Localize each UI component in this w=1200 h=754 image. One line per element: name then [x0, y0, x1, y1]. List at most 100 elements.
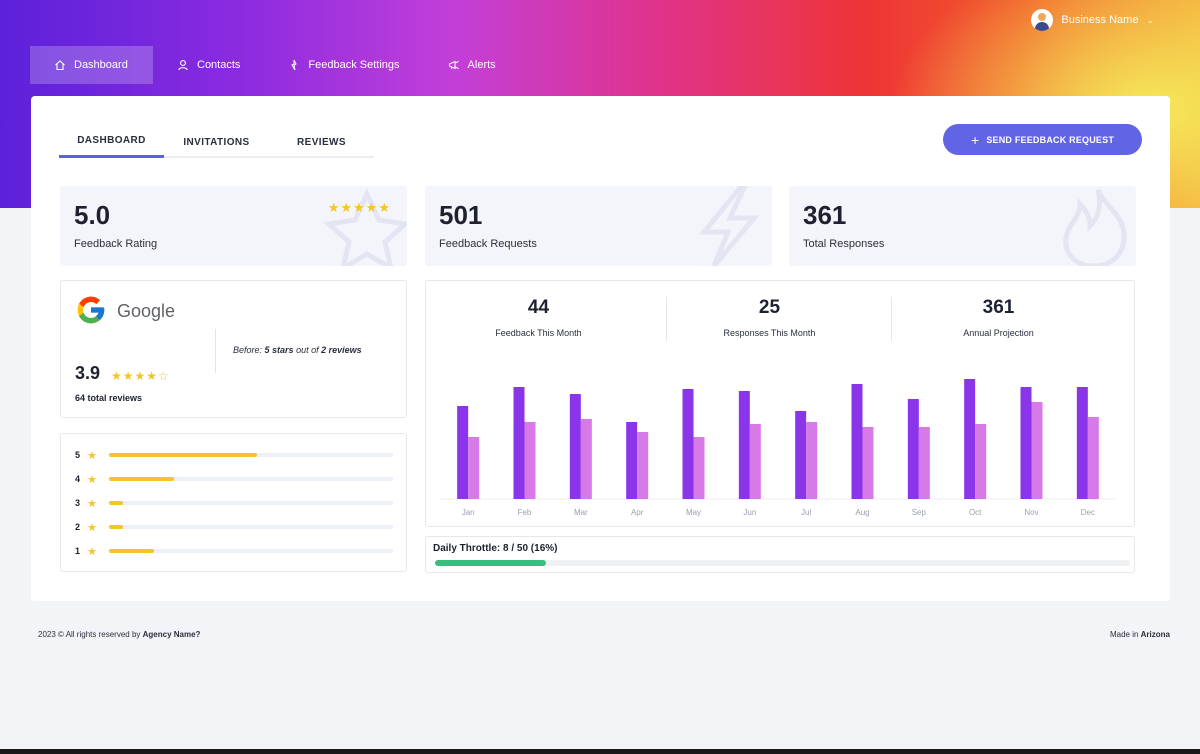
bar-jul-series-2[interactable]	[806, 422, 818, 499]
feedback-requests-value: 501	[439, 200, 483, 230]
bar-jan-series-1[interactable]	[457, 406, 469, 499]
google-reviews-card: Google Before: 5 stars out of 2 reviews …	[60, 280, 407, 418]
star-level: 2	[75, 522, 81, 532]
kpi-label: Responses This Month	[723, 328, 816, 338]
daily-throttle-label: Daily Throttle: 8 / 50 (16%)	[433, 543, 558, 554]
daily-throttle: Daily Throttle: 8 / 50 (16%)	[425, 536, 1135, 573]
send-feedback-request-button[interactable]: + SEND FEEDBACK REQUEST	[943, 124, 1142, 155]
distribution-fill	[109, 549, 155, 553]
footer-copyright: 2023 © All rights reserved by Agency Nam…	[38, 630, 201, 639]
chevron-down-icon: ⌄	[1146, 14, 1154, 25]
tab-dashboard[interactable]: DASHBOARD	[59, 126, 164, 158]
stat-feedback-rating: 5.0 Feedback Rating ★★★★★	[60, 186, 407, 266]
bar-aug-series-2[interactable]	[862, 427, 874, 499]
total-responses-label: Total Responses	[803, 238, 885, 250]
distribution-fill	[109, 477, 175, 481]
nav-item-feedback-settings[interactable]: Feedback Settings	[264, 46, 423, 84]
feedback-rating-value: 5.0	[74, 200, 111, 230]
bar-apr-series-2[interactable]	[637, 432, 649, 499]
bar-mar-series-1[interactable]	[569, 394, 581, 499]
bar-feb-series-1[interactable]	[513, 387, 525, 499]
nav-item-contacts[interactable]: Contacts	[153, 46, 264, 84]
bar-jun-series-2[interactable]	[749, 424, 761, 499]
stat-total-responses: 361 Total Responses	[789, 186, 1136, 266]
bar-sep-series-2[interactable]	[918, 427, 930, 499]
nav-item-alerts[interactable]: Alerts	[424, 46, 520, 84]
bar-may-series-2[interactable]	[693, 437, 705, 499]
sliders-icon	[291, 59, 298, 71]
star-level: 1	[75, 546, 81, 556]
x-tick-label: Jun	[743, 508, 756, 517]
flame-icon	[1063, 188, 1127, 266]
kpi-value: 361	[982, 297, 1015, 318]
distribution-row-1: 1 ★	[75, 544, 393, 558]
tab-reviews[interactable]: REVIEWS	[297, 136, 346, 148]
star-icon	[323, 188, 407, 266]
bar-aug-series-1[interactable]	[851, 384, 863, 499]
agency-name-link[interactable]: Agency Name?	[142, 630, 201, 639]
account-menu[interactable]: Business Name ⌄	[1031, 9, 1154, 31]
main-card: DASHBOARD INVITATIONS REVIEWS + SEND FEE…	[31, 96, 1170, 601]
previous-rating-note: Before: 5 stars out of 2 reviews	[233, 345, 362, 355]
distribution-row-2: 2 ★	[75, 520, 393, 534]
distribution-track	[109, 549, 393, 553]
bar-jun-series-1[interactable]	[738, 391, 750, 499]
distribution-row-4: 4 ★	[75, 472, 393, 486]
plus-icon: +	[970, 131, 980, 148]
bar-dec-series-2[interactable]	[1087, 417, 1099, 499]
distribution-track	[109, 477, 393, 481]
nav-item-label: Contacts	[197, 59, 241, 71]
bar-nov-series-2[interactable]	[1031, 402, 1043, 499]
star-icon: ★	[87, 497, 97, 510]
divider	[215, 329, 216, 373]
x-tick-label: Apr	[631, 508, 644, 517]
star-icon: ★	[87, 545, 97, 558]
feedback-rating-label: Feedback Rating	[74, 238, 158, 250]
star-icon: ★	[87, 521, 97, 534]
bar-oct-series-1[interactable]	[964, 379, 976, 499]
kpi-annual-projection: 361 Annual Projection	[886, 297, 1111, 338]
bottom-edge	[0, 749, 1200, 754]
divider	[666, 297, 667, 341]
nav-item-label: Dashboard	[74, 59, 128, 71]
star-level: 3	[75, 498, 81, 508]
distribution-fill	[109, 525, 124, 529]
bar-dec-series-1[interactable]	[1076, 387, 1088, 499]
google-logo-icon	[77, 296, 105, 324]
nav-item-label: Feedback Settings	[308, 59, 400, 71]
send-feedback-request-label: SEND FEEDBACK REQUEST	[986, 134, 1115, 145]
kpi-value: 44	[527, 297, 550, 318]
throttle-progress-track	[435, 560, 1130, 566]
bar-feb-series-2[interactable]	[524, 422, 536, 499]
nav-item-dashboard[interactable]: Dashboard	[30, 46, 153, 84]
x-tick-label: Jul	[801, 508, 811, 517]
google-wordmark: Google	[117, 301, 176, 321]
bar-mar-series-2[interactable]	[580, 419, 592, 499]
bar-nov-series-1[interactable]	[1020, 387, 1032, 499]
bar-jul-series-1[interactable]	[795, 411, 807, 499]
megaphone-icon	[448, 60, 459, 70]
kpi-feedback-this-month: 44 Feedback This Month	[426, 297, 651, 338]
google-rating-value: 3.9	[75, 363, 101, 383]
footer-made-in: Made in Arizona	[1109, 630, 1170, 639]
star-level: 5	[75, 450, 81, 460]
star-level: 4	[75, 474, 81, 484]
google-total-reviews: 64 total reviews	[75, 393, 143, 403]
star-icon: ★	[87, 449, 97, 462]
x-tick-label: Sep	[912, 508, 927, 517]
x-tick-label: Dec	[1081, 508, 1095, 517]
x-tick-label: Nov	[1024, 508, 1038, 517]
bar-sep-series-1[interactable]	[907, 399, 919, 499]
bar-jan-series-2[interactable]	[468, 437, 480, 499]
nav-item-label: Alerts	[467, 59, 496, 71]
bar-oct-series-2[interactable]	[975, 424, 987, 499]
tab-bar: DASHBOARD INVITATIONS REVIEWS	[59, 126, 374, 158]
kpi-responses-this-month: 25 Responses This Month	[657, 297, 882, 338]
kpi-label: Annual Projection	[963, 328, 1034, 338]
google-rating-stars: ★★★★☆	[111, 369, 170, 383]
distribution-fill	[109, 501, 124, 505]
kpi-label: Feedback This Month	[495, 328, 582, 338]
bar-may-series-1[interactable]	[682, 389, 694, 499]
bar-apr-series-1[interactable]	[626, 422, 638, 499]
tab-invitations[interactable]: INVITATIONS	[183, 136, 250, 148]
